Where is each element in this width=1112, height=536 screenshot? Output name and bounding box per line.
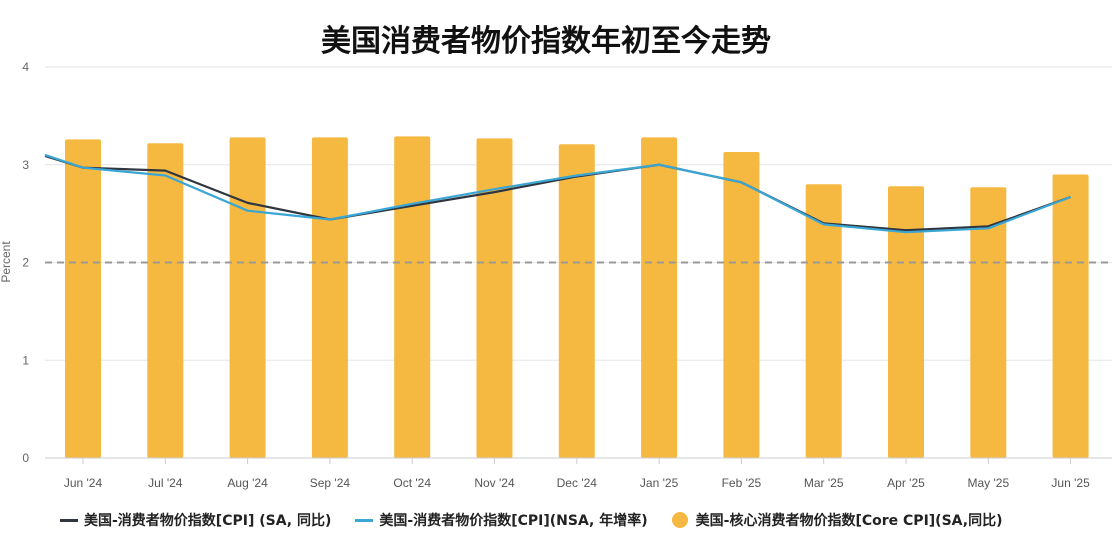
- bar[interactable]: [311, 137, 348, 458]
- x-tick-label: Oct '24: [393, 476, 431, 490]
- y-axis-label: Percent: [0, 241, 13, 283]
- legend-item-cpi-sa[interactable]: 美国-消费者物价指数[CPI] (SA, 同比): [60, 510, 331, 530]
- y-tick-label: 4: [22, 60, 29, 74]
- legend-label: 美国-消费者物价指数[CPI](NSA, 年增率): [379, 513, 648, 529]
- x-tick-label: Aug '24: [227, 476, 268, 490]
- x-tick-label: Dec '24: [557, 476, 598, 490]
- x-tick-label: Sep '24: [310, 476, 351, 490]
- bar[interactable]: [805, 184, 842, 459]
- bar[interactable]: [229, 137, 266, 458]
- x-tick-label: Mar '25: [804, 476, 844, 490]
- chart-title: 美国消费者物价指数年初至今走势: [321, 24, 771, 59]
- x-tick-label: Jun '24: [64, 476, 103, 490]
- line-series: [44, 153, 1071, 234]
- y-tick-label: 1: [22, 353, 29, 367]
- x-tick-label: May '25: [967, 476, 1009, 490]
- x-tick-label: Jul '24: [148, 476, 183, 490]
- legend-label: 美国-消费者物价指数[CPI] (SA, 同比): [84, 513, 332, 529]
- bar[interactable]: [476, 138, 513, 459]
- legend-item-core-cpi[interactable]: 美国-核心消费者物价指数[Core CPI](SA,同比): [671, 510, 1003, 530]
- bar[interactable]: [641, 137, 678, 458]
- legend-swatch-line-blue: [355, 518, 374, 522]
- legend-swatch-dot-orange: [671, 512, 688, 528]
- legend-item-cpi-nsa[interactable]: 美国-消费者物价指数[CPI](NSA, 年增率): [355, 510, 648, 530]
- legend-label: 美国-核心消费者物价指数[Core CPI](SA,同比): [695, 513, 1003, 529]
- bar[interactable]: [723, 152, 760, 459]
- bars: [65, 136, 1089, 459]
- y-tick-label: 2: [22, 256, 29, 270]
- legend: 美国-消费者物价指数[CPI] (SA, 同比) 美国-消费者物价指数[CPI]…: [60, 510, 1026, 530]
- bar[interactable]: [65, 139, 101, 458]
- x-tick-label: Nov '24: [474, 476, 515, 490]
- bar[interactable]: [1052, 174, 1089, 458]
- bar[interactable]: [394, 136, 431, 458]
- y-tick-label: 0: [22, 451, 29, 465]
- line-cpi-sa[interactable]: [44, 154, 1071, 232]
- bar[interactable]: [147, 143, 184, 458]
- bar[interactable]: [888, 186, 924, 458]
- x-tick-label: Feb '25: [722, 476, 762, 490]
- line-cpi-nsa[interactable]: [44, 153, 1071, 234]
- axes: 0 1 2 3 4 Jun '24 Jul '24 Aug '24 Sep '24 Oct '24…: [22, 60, 1112, 490]
- x-tick-label: Jan '25: [640, 476, 679, 490]
- legend-swatch-line-dark: [60, 518, 78, 522]
- bar[interactable]: [970, 187, 1007, 459]
- y-tick-label: 3: [22, 158, 29, 172]
- bar[interactable]: [558, 144, 595, 458]
- x-tick-label: Apr '25: [887, 476, 925, 490]
- x-tick-label: Jun '25: [1051, 476, 1090, 490]
